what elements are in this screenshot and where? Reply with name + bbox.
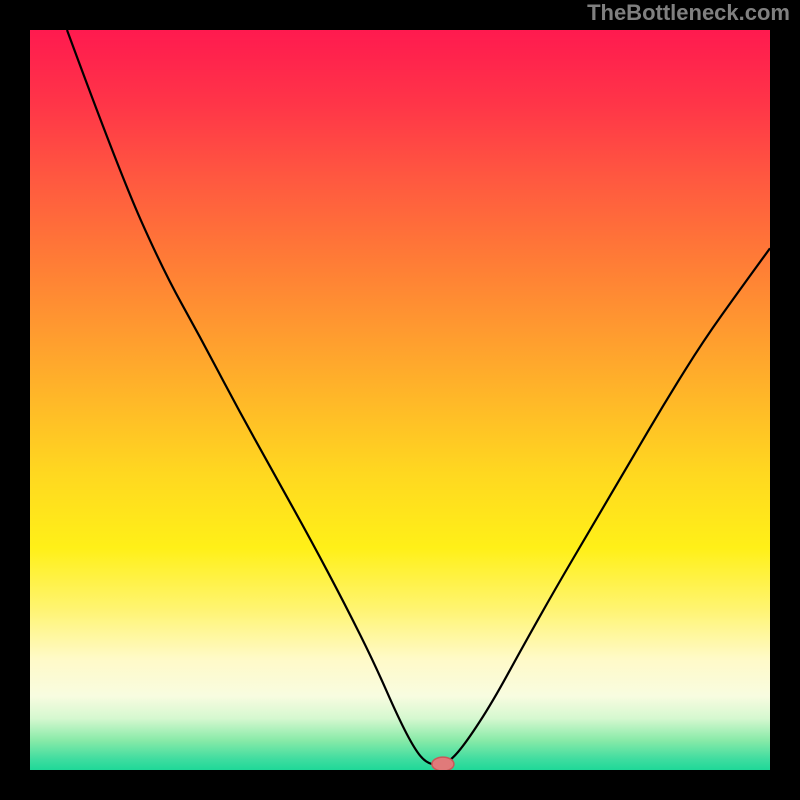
bottleneck-chart	[0, 0, 800, 800]
chart-container: { "watermark": "TheBottleneck.com", "cha…	[0, 0, 800, 800]
gradient-background	[30, 30, 770, 770]
watermark-text: TheBottleneck.com	[587, 0, 790, 26]
minimum-marker	[432, 757, 454, 771]
